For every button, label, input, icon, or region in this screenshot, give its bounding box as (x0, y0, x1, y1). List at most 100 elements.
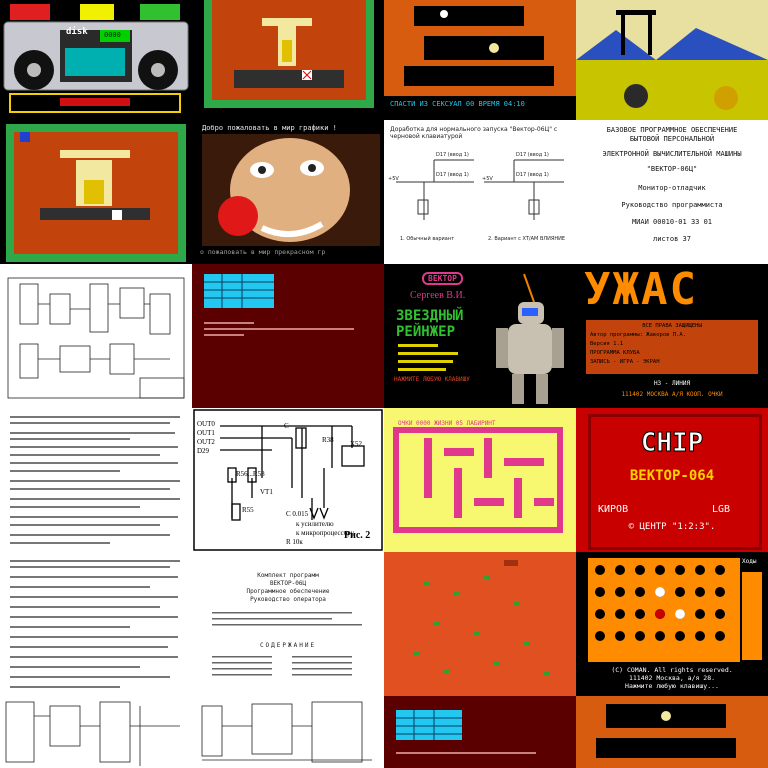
green-dots-tile (384, 552, 576, 696)
doc-line-2: БЫТОВОЙ ПЕРСОНАЛЬНОЙ (629, 135, 715, 143)
circuit-label-1: D17 (ввод 1) (436, 152, 469, 158)
reversi-footer-b: 111402 Москва, а/я 28. (628, 674, 716, 682)
maze-game-tile: ОЧКИ 0000 ЖИЗНИ 05 ЛАБИРИНТ (384, 408, 576, 552)
doc-line-3: ЭЛЕКТРОННОЙ ВЫЧИСЛИТЕЛЬНОЙ МАШИНЫ (602, 150, 742, 158)
maze-scene (393, 427, 563, 533)
circuit-diagram-tile: Доработка для нормального запуска "Векто… (384, 120, 576, 264)
chip-left: КИРОВ (598, 504, 629, 515)
contents-line-1: Комплект программ (257, 572, 319, 579)
schematic-bottom-1-lines (5, 701, 180, 766)
contents-line-3: Программное обеспечение (246, 588, 330, 595)
clown-top-text: Добро пожаловать в мир графики ! (202, 124, 337, 132)
horror-line-5: ЗАПИСЬ - ИГРА - ЭКРАН (590, 359, 660, 365)
doc-line-7: МИАИ 00010-01 33 01 (631, 218, 713, 226)
ranger-title-a: ЗВЕЗДНЫЙ (396, 308, 464, 324)
fig2-label-r55: R55 (242, 506, 254, 514)
schematic-large (7, 277, 185, 399)
circuit-label-5: +5V (388, 176, 399, 182)
ranger-footer: НАЖМИТЕ ЛЮБУЮ КЛАВИШУ (394, 376, 470, 383)
pattern-room-tile (192, 0, 384, 120)
fig2-label-out0: OUT0 (197, 420, 215, 428)
fig2-label-amp: к усилителю (296, 520, 334, 528)
fig2-label-r38: R38 (322, 436, 334, 444)
fig2-label-r56: R56...R58 (236, 470, 265, 478)
circuit-label-3: D17 (ввод 1) (516, 152, 549, 158)
fig2-label-cap: C 0.015 (286, 510, 309, 518)
contents-lines (212, 612, 362, 676)
contents-line-2: ВЕКТОР-06Ц (269, 580, 307, 587)
circuit-lines (396, 159, 564, 220)
reversi-footer: (C) COMAN. All rights reserved. 111402 М… (576, 666, 768, 690)
temple-scene (576, 0, 768, 110)
circuit-caption-b: 2. Вариант с ХТ/АМ ВЛИЯНИЕ (488, 236, 566, 242)
disk-label: disk (66, 27, 88, 37)
doc-line-6: Руководство программиста (621, 201, 723, 209)
horror-title-tile: УЖАС ВСЕ ПРАВА ЗАЩИЩЕНЫ Автор программы:… (576, 264, 768, 408)
document-title-tile: БАЗОВОЕ ПРОГРАММНОЕ ОБЕСПЕЧЕНИЕ БЫТОВОЙ … (576, 120, 768, 264)
horror-bottom-b: 111402 МОСКВА А/Я КООП. ОЧКИ (621, 391, 723, 398)
horror-panel: ВСЕ ПРАВА ЗАЩИЩЕНЫ Автор программы: Жаво… (586, 320, 758, 374)
scanned-text-lines-2 (10, 560, 180, 688)
circuit-label-4: D17 (ввод 1) (516, 172, 549, 178)
reversi-side: Ходы (742, 558, 757, 565)
ranger-badge: ВЕКТОР (422, 272, 463, 285)
dark-screen (204, 274, 354, 336)
dark-screen-2-tile (384, 696, 576, 768)
contents-section: СОДЕРЖАНИЕ (259, 642, 317, 649)
doc-line-8: листов 37 (653, 235, 691, 243)
pattern-room-scene (204, 0, 374, 108)
maze-header: ОЧКИ 0000 ЖИЗНИ 05 ЛАБИРИНТ (398, 420, 496, 427)
doc-line-4: "ВЕКТОР-06Ц" (646, 165, 698, 173)
fig2-label-cpu: к микропроцессору (296, 529, 355, 537)
reversi-footer-c: Нажмите любую клавишу... (625, 682, 719, 690)
star-ranger-tile: ВЕКТОР Сергеев В.И. ЗВЕЗДНЫЙ РЕЙНЖЕР НАЖ… (384, 264, 576, 408)
clown-picture (202, 134, 380, 246)
dark-screen-2 (396, 710, 536, 754)
cave-game-2-tile (576, 696, 768, 768)
ranger-author: Сергеев В.И. (410, 290, 466, 301)
schematic-bottom-2 (192, 696, 384, 768)
doc-line-5: Монитор-отладчик (638, 184, 706, 192)
contents-header: Комплект программ ВЕКТОР-06Ц Программное… (192, 572, 384, 604)
pattern-room-2-scene (6, 124, 186, 262)
contents-line-4: Руководство оператора (250, 596, 326, 603)
fig2-label-c: C (284, 422, 289, 430)
doc-line-1: БАЗОВОЕ ПРОГРАММНОЕ ОБЕСПЕЧЕНИЕ (606, 126, 738, 134)
chip-copyright: © ЦЕНТР "1:2:3". (628, 522, 716, 532)
doc-title-block: БАЗОВОЕ ПРОГРАММНОЕ ОБЕСПЕЧЕНИЕ БЫТОВОЙ … (580, 126, 764, 244)
pattern-room-2-tile (0, 120, 192, 264)
cave-scene-2 (576, 696, 768, 768)
circuit-label-2: D17 (ввод 1) (436, 172, 469, 178)
chip-subtitle: ВЕКТОР-064 (629, 468, 715, 484)
fig2-label-vt1: VT1 (260, 488, 273, 496)
chip-title-tile: CHIP ВЕКТОР-064 КИРОВ LGB © ЦЕНТР "1:2:3… (576, 408, 768, 552)
clown-tile: Добро пожаловать в мир графики ! о пожал… (192, 120, 384, 264)
cave-game-tile: СПАСТИ ИЗ СЕКСУАЛ 00 ВРЕМЯ 04:10 (384, 0, 576, 120)
reversi-footer-a: (C) COMAN. All rights reserved. (611, 666, 733, 674)
scanned-page-2-tile (0, 552, 192, 696)
dark-screen-tile (192, 264, 384, 408)
fig2-label-d29: D29 (197, 447, 210, 455)
circuit-caption-a: 1. Обычный вариант (400, 236, 455, 242)
cave-status: СПАСТИ ИЗ СЕКСУАЛ 00 ВРЕМЯ 04:10 (390, 100, 525, 108)
fig2-caption: Рис. 2 (344, 530, 371, 541)
disk-player-tile: disk 0000 (0, 0, 192, 120)
horror-line-1: ВСЕ ПРАВА ЗАЩИЩЕНЫ (642, 323, 702, 329)
horror-line-2: Автор программы: Жаворов П.А. (590, 332, 687, 338)
schematic-fig2-lines (193, 409, 383, 551)
fig2-label-out1: OUT1 (197, 429, 215, 437)
fig2-label-x52: X52 (350, 440, 363, 448)
circuit-title: Доработка для нормального запуска "Векто… (390, 126, 558, 140)
green-dots-scene (414, 560, 550, 675)
chip-frame (588, 414, 762, 550)
temple-tile (576, 0, 768, 120)
disk-counter: 0000 (104, 31, 121, 39)
reversi-board-tile: Ходы (C) COMAN. All rights reserved. 111… (576, 552, 768, 696)
document-contents-tile: Комплект программ ВЕКТОР-06Ц Программное… (192, 552, 384, 696)
chip-logo: CHIP (640, 428, 704, 459)
fig2-label-res: R 10к (286, 538, 303, 546)
horror-line-4: ПРОГРАММА КЛУБА (590, 350, 640, 356)
cave-scene (384, 0, 576, 96)
clown-bottom-text: о пожаловать в мир прекрасном гр (200, 248, 326, 256)
